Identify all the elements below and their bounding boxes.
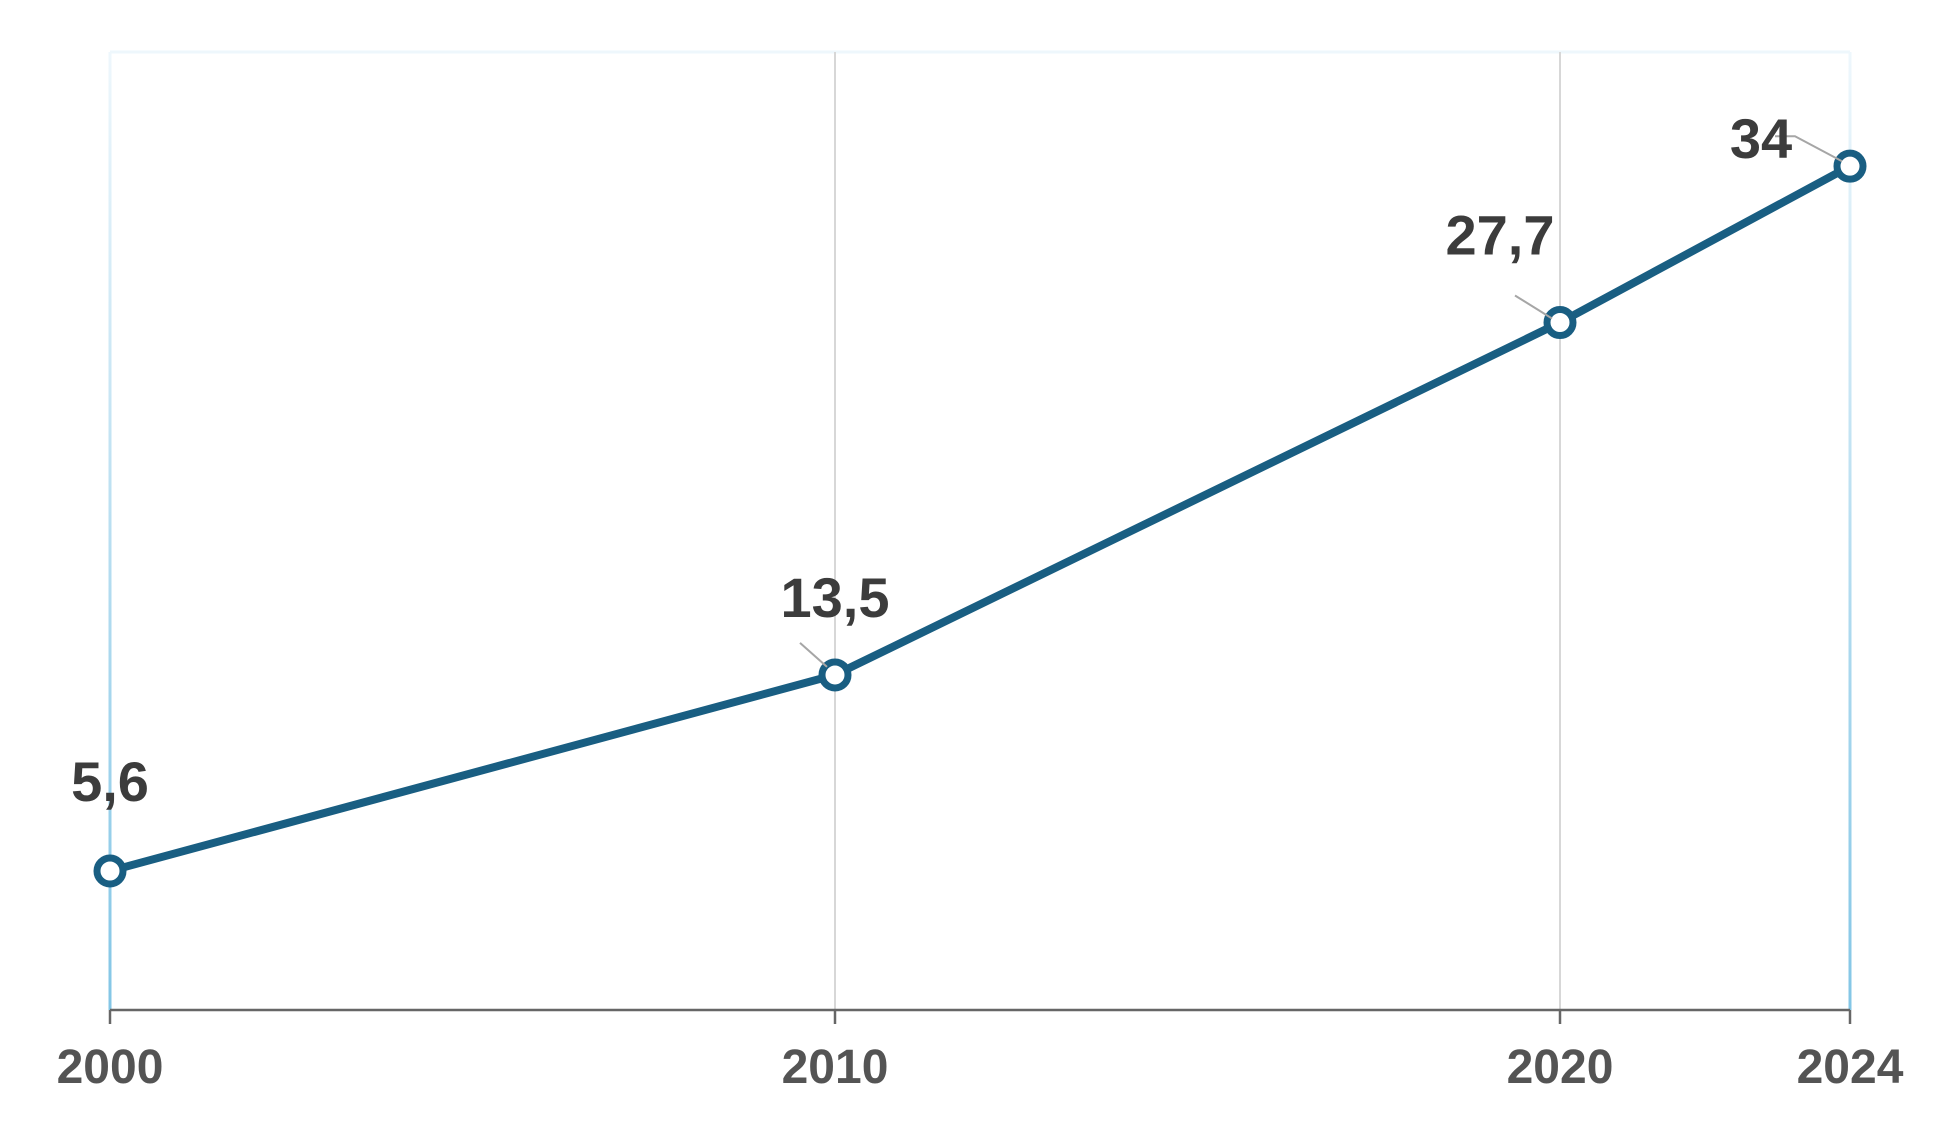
series-layer [93, 149, 1867, 888]
grid-layer [108, 50, 1852, 1010]
data-label-layer: 5,6 13,5 27,7 34 [71, 107, 1843, 813]
x-tick-label-2000: 2000 [57, 1041, 164, 1094]
gridline-2000 [108, 52, 112, 1010]
data-point-2020 [1543, 306, 1577, 340]
data-label-2000: 5,6 [71, 750, 149, 813]
x-tick-label-2020: 2020 [1507, 1041, 1614, 1094]
series-line [106, 162, 1854, 875]
data-point-2000 [93, 854, 127, 888]
leader-line-2020 [1514, 294, 1553, 320]
data-point-2024 [1833, 149, 1867, 183]
data-point-2010 [818, 658, 852, 692]
data-label-2020: 27,7 [1446, 204, 1555, 267]
leader-line-2024 [1775, 135, 1843, 163]
data-label-2010: 13,5 [781, 566, 890, 629]
x-tick-label-2024: 2024 [1797, 1041, 1904, 1094]
leader-line-2010 [799, 642, 828, 668]
x-tick-label-2010: 2010 [782, 1041, 889, 1094]
data-label-2024: 34 [1730, 107, 1792, 170]
x-axis: 2000 2010 2020 2024 [57, 1008, 1904, 1094]
gridline-2024 [1848, 52, 1852, 1010]
